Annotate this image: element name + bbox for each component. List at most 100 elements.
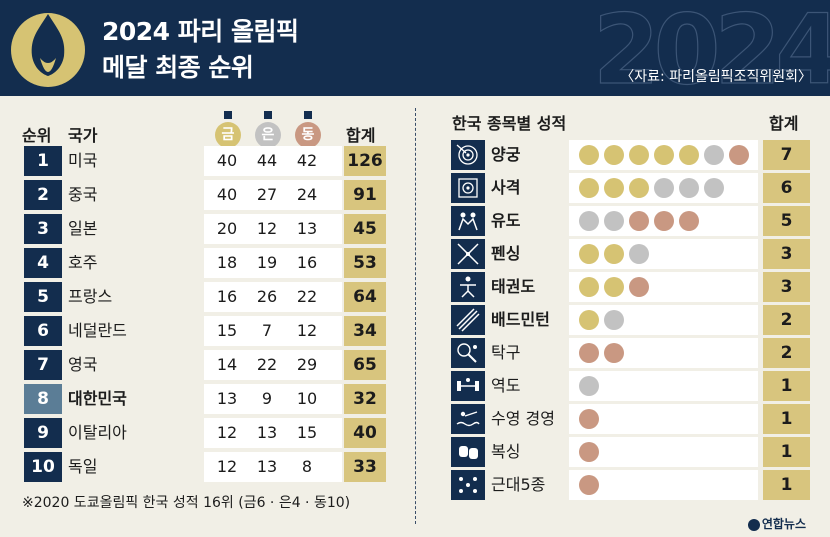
sport-row: 수영 경영 1 [451, 404, 810, 437]
header-banner: 2024 2024 파리 올림픽 메달 최종 순위 〈자료: 파리올림픽조직위원… [0, 0, 830, 96]
fencing-icon [451, 239, 485, 269]
gold-count: 18 [216, 253, 238, 272]
sport-row: 근대5종 1 [451, 470, 810, 503]
gold-medal-dot [629, 145, 649, 165]
gold-medal-dot [604, 145, 624, 165]
silver-count: 9 [261, 389, 273, 408]
table-row-korea: 8 대한민국 13 9 10 32 [24, 384, 386, 418]
country-cell: 영국 [68, 355, 98, 374]
country-cell: 호주 [68, 253, 98, 272]
sport-name: 수영 경영 [491, 409, 555, 428]
silver-medal-dot [679, 178, 699, 198]
modern-pentathlon-icon [451, 470, 485, 500]
country-header: 국가 [68, 126, 98, 145]
silver-count: 26 [256, 287, 278, 306]
sport-row: 사격 6 [451, 173, 810, 206]
medal-dots [579, 376, 599, 396]
rank-cell: 2 [24, 180, 62, 210]
total-count: 126 [344, 146, 386, 176]
bronze-count: 8 [301, 457, 313, 476]
gold-count: 13 [216, 389, 238, 408]
bronze-count: 24 [296, 185, 318, 204]
page-title: 2024 파리 올림픽 [102, 17, 299, 46]
table-row: 2 중국 40 27 24 91 [24, 180, 386, 214]
silver-medal-dot [654, 178, 674, 198]
korea-total-header: 합계 [769, 114, 799, 133]
total-count: 45 [344, 214, 386, 244]
weightlifting-icon [451, 371, 485, 401]
rank-cell: 7 [24, 350, 62, 380]
sport-name: 근대5종 [491, 475, 546, 494]
bronze-medal-dot [629, 277, 649, 297]
silver-medal-dot [579, 376, 599, 396]
gold-count: 12 [216, 457, 238, 476]
gold-medal-dot [629, 178, 649, 198]
sport-total: 1 [763, 371, 810, 401]
gold-medal-dot [579, 310, 599, 330]
rank-cell: 4 [24, 248, 62, 278]
rank-cell: 3 [24, 214, 62, 244]
sport-name: 태권도 [491, 277, 536, 296]
bronze-count: 16 [296, 253, 318, 272]
silver-medal-dot [704, 178, 724, 198]
table-row: 3 일본 20 12 13 45 [24, 214, 386, 248]
gold-count: 40 [216, 151, 238, 170]
silver-count: 13 [256, 457, 278, 476]
medal-dots [579, 178, 724, 198]
country-cell: 대한민국 [68, 389, 127, 408]
sport-name: 펜싱 [491, 244, 521, 263]
judo-icon [451, 206, 485, 236]
bronze-count: 42 [296, 151, 318, 170]
country-cell: 네덜란드 [68, 321, 127, 340]
sport-row: 펜싱 3 [451, 239, 810, 272]
total-header: 합계 [346, 126, 376, 145]
medal-dots [579, 310, 624, 330]
total-count: 34 [344, 316, 386, 346]
page-subtitle: 메달 최종 순위 [102, 53, 254, 82]
medal-dots [579, 145, 749, 165]
table-row: 5 프랑스 16 26 22 64 [24, 282, 386, 316]
gold-medal-dot [579, 178, 599, 198]
total-count: 40 [344, 418, 386, 448]
total-count: 32 [344, 384, 386, 414]
gold-count: 40 [216, 185, 238, 204]
silver-count: 12 [256, 219, 278, 238]
rank-cell: 6 [24, 316, 62, 346]
silver-count: 22 [256, 355, 278, 374]
medal-dots [579, 211, 699, 231]
table-row: 6 네덜란드 15 7 12 34 [24, 316, 386, 350]
bronze-medal-dot [629, 211, 649, 231]
gold-medal-dot [604, 178, 624, 198]
bronze-medal-dot [579, 442, 599, 462]
country-cell: 독일 [68, 457, 98, 476]
bronze-medal-dot [579, 475, 599, 495]
gold-medal-dot [579, 244, 599, 264]
medal-dots [579, 277, 649, 297]
country-cell: 미국 [68, 151, 98, 170]
table-row: 1 미국 40 44 42 126 [24, 146, 386, 180]
gold-count: 12 [216, 423, 238, 442]
sport-name: 유도 [491, 211, 521, 230]
total-count: 65 [344, 350, 386, 380]
sport-name: 역도 [491, 376, 521, 395]
paris-flame-logo-icon [11, 13, 85, 87]
sport-name: 배드민턴 [491, 310, 550, 329]
bronze-medal-dot [679, 211, 699, 231]
silver-medal-dot [704, 145, 724, 165]
bronze-count: 10 [296, 389, 318, 408]
bronze-medal-header: 동 [295, 111, 321, 148]
taekwondo-icon [451, 272, 485, 302]
korea-sports-title: 한국 종목별 성적 [452, 114, 567, 133]
bronze-count: 15 [296, 423, 318, 442]
sport-row: 역도 1 [451, 371, 810, 404]
silver-medal-dot [604, 211, 624, 231]
swimming-icon [451, 404, 485, 434]
rank-header: 순위 [22, 126, 52, 145]
table-tennis-icon [451, 338, 485, 368]
badminton-icon [451, 305, 485, 335]
sport-total: 1 [763, 404, 810, 434]
country-cell: 중국 [68, 185, 98, 204]
gold-medal-dot [604, 277, 624, 297]
sport-total: 1 [763, 470, 810, 500]
silver-count: 19 [256, 253, 278, 272]
